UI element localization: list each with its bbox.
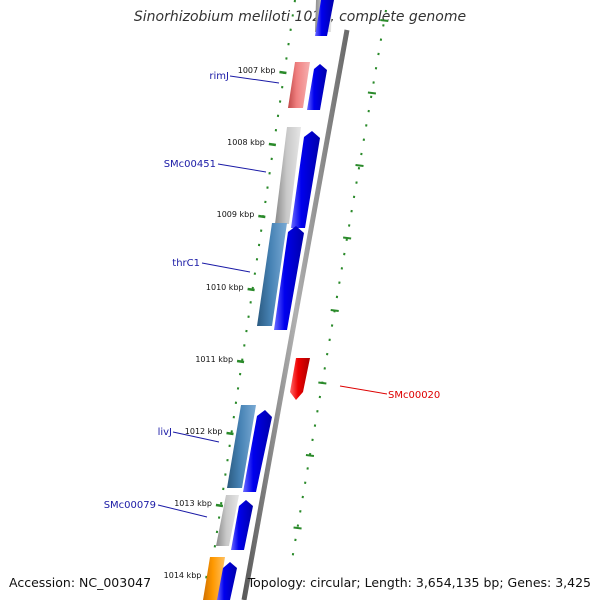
tick-mark (279, 70, 287, 75)
cds-arrow-livJ (243, 410, 272, 492)
cds-arrow-thrC1 (274, 226, 304, 330)
gene-label-livJ[interactable]: livJ (158, 427, 172, 438)
leader-SMc00020 (339, 385, 388, 395)
guide-lines (207, 0, 389, 591)
tick-label: 1010 kbp (206, 283, 244, 292)
cog-block-SMc00451 (275, 127, 301, 224)
gene-label-rimJ[interactable]: rimJ (209, 71, 229, 82)
tick-mark (247, 287, 255, 292)
tick-label: 1014 kbp (164, 571, 202, 580)
tick-label: 1013 kbp (174, 499, 212, 508)
tick-mark (236, 359, 245, 364)
guide-dash (293, 526, 302, 530)
cog-block-thrC1 (257, 223, 287, 326)
cds-arrow-SMc00020 (290, 358, 310, 400)
tick-marks: 1007 kbp 1008 kbp 1009 kbp 1010 kbp 1011 kbp… (164, 66, 287, 580)
tick-mark (268, 142, 277, 147)
tick-label: 1008 kbp (227, 138, 265, 147)
cog-block-livJ (227, 405, 256, 488)
gene-label-thrC1[interactable]: thrC1 (172, 258, 200, 269)
cds-arrow (315, 0, 334, 36)
guide-dash (318, 381, 327, 385)
guide-dash (330, 309, 339, 312)
genome-backbone (241, 29, 350, 600)
guide-dash (342, 236, 352, 240)
leader-SMc00451 (217, 163, 267, 173)
gene-label-SMc00451[interactable]: SMc00451 (164, 159, 216, 170)
leader-rimJ (229, 75, 280, 84)
guide-dash (305, 454, 315, 457)
cog-block-rimJ (288, 62, 310, 108)
gene-labels: rimJ SMc00451 thrC1 livJ SMc00079 SMc000… (104, 71, 441, 511)
tick-mark (258, 214, 266, 219)
guide-dash (355, 164, 364, 167)
gene-label-SMc00020[interactable]: SMc00020 (388, 390, 440, 401)
tick-mark (226, 431, 234, 436)
cog-block-SMc00079 (216, 495, 239, 546)
cds-arrow (217, 562, 237, 600)
tick-label: 1009 kbp (217, 210, 255, 219)
gene-label-SMc00079[interactable]: SMc00079 (104, 500, 156, 511)
guide-dash (380, 19, 389, 22)
genome-summary-text: Topology: circular; Length: 3,654,135 bp… (247, 575, 591, 590)
tick-mark (215, 503, 224, 508)
cds-arrow-SMc00079 (231, 500, 253, 550)
cds-arrow-SMc00451 (291, 131, 320, 228)
guide-dash (367, 91, 377, 95)
leader-SMc00079 (157, 504, 208, 518)
leader-thrC1 (201, 262, 251, 273)
tick-label: 1012 kbp (185, 427, 223, 436)
cds-arrow-rimJ (307, 64, 327, 110)
tick-label: 1007 kbp (238, 66, 276, 75)
label-leaders (157, 75, 388, 518)
leader-livJ (172, 431, 220, 443)
accession-text: Accession: NC_003047 (9, 575, 152, 590)
cds-forward-track (217, 0, 334, 600)
tick-label: 1011 kbp (195, 355, 233, 364)
